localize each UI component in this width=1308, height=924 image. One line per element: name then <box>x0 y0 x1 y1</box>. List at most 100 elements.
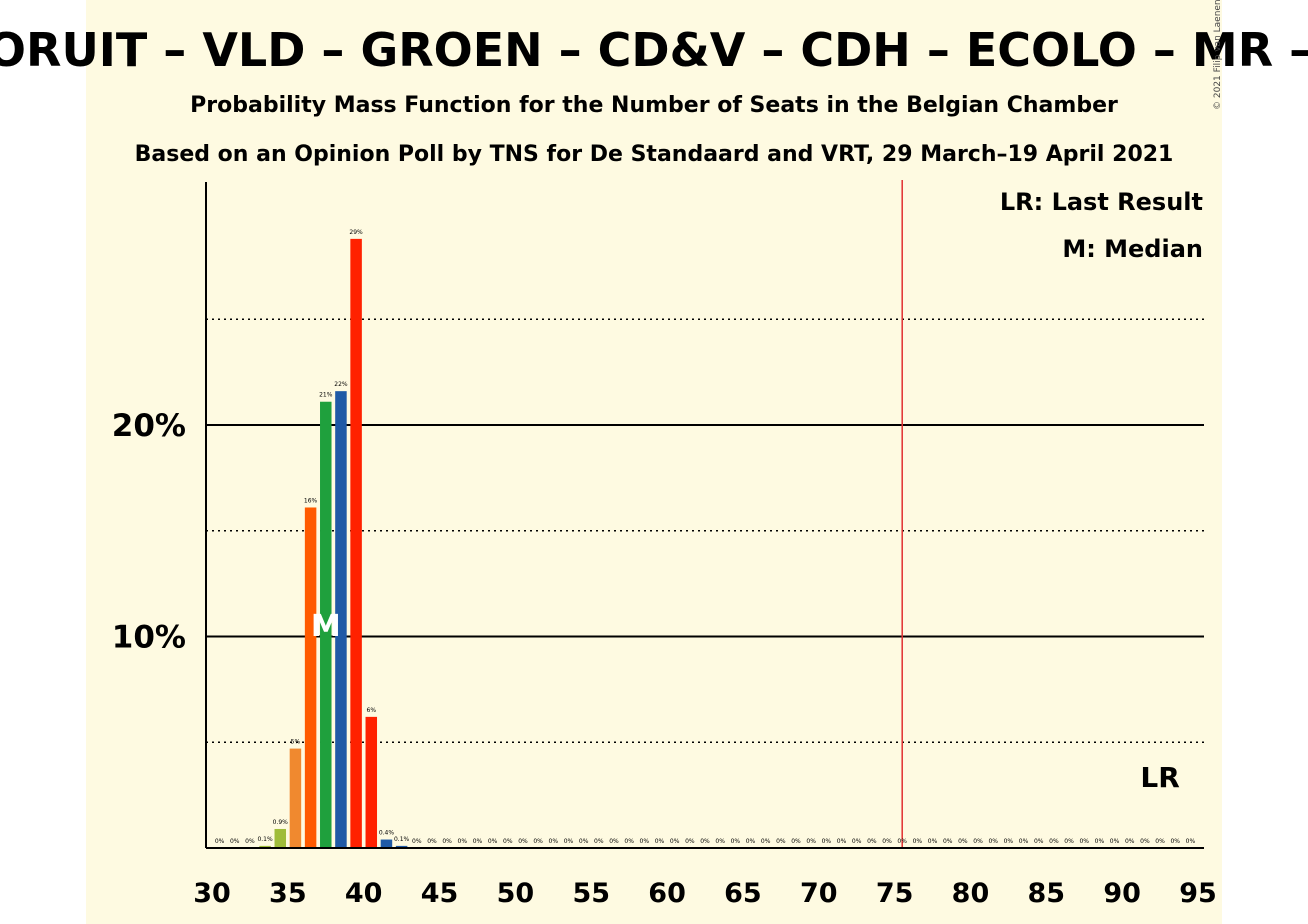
data-label-75: 0% <box>882 838 892 845</box>
data-label-47: 0% <box>458 838 468 845</box>
data-label-39: 22% <box>334 381 348 388</box>
x-tick-80: 80 <box>952 878 990 909</box>
data-label-71: 0% <box>822 838 832 845</box>
bar-34 <box>259 845 271 848</box>
y-tick-20: 20% <box>112 408 186 444</box>
data-label-36: 5% <box>291 739 301 746</box>
data-label-34: 0.1% <box>257 836 273 843</box>
data-label-38: 21% <box>319 392 333 399</box>
data-label-54: 0% <box>564 838 574 845</box>
data-label-62: 0% <box>685 838 695 845</box>
data-label-92: 0% <box>1140 838 1150 845</box>
data-label-72: 0% <box>837 838 847 845</box>
data-label-45: 0% <box>427 838 437 845</box>
data-label-78: 0% <box>928 838 938 845</box>
x-tick-85: 85 <box>1028 878 1066 909</box>
chart-title: VOORUIT – VLD – GROEN – CD&V – CDH – ECO… <box>0 23 1308 77</box>
data-label-46: 0% <box>442 838 452 845</box>
data-label-61: 0% <box>670 838 680 845</box>
copyright-notice: © 2021 Filip van Laenen <box>1213 0 1223 110</box>
data-label-63: 0% <box>700 838 710 845</box>
data-label-91: 0% <box>1125 838 1135 845</box>
x-tick-75: 75 <box>876 878 914 909</box>
data-label-68: 0% <box>776 838 786 845</box>
bar-39 <box>335 391 347 848</box>
data-label-88: 0% <box>1079 838 1089 845</box>
bar-35 <box>274 828 287 848</box>
data-label-84: 0% <box>1019 838 1029 845</box>
data-label-89: 0% <box>1095 838 1105 845</box>
x-tick-65: 65 <box>724 878 762 909</box>
data-label-81: 0% <box>973 838 983 845</box>
data-label-83: 0% <box>1004 838 1014 845</box>
x-tick-60: 60 <box>648 878 686 909</box>
data-label-52: 0% <box>533 838 543 845</box>
data-label-50: 0% <box>503 838 513 845</box>
data-label-60: 0% <box>655 838 665 845</box>
data-label-49: 0% <box>488 838 498 845</box>
legend-median: M: Median <box>1062 235 1203 263</box>
data-label-32: 0% <box>230 838 240 845</box>
gridlines <box>206 318 1204 743</box>
data-label-85: 0% <box>1034 838 1044 845</box>
data-label-53: 0% <box>549 838 559 845</box>
data-label-31: 0% <box>215 838 225 845</box>
x-tick-90: 90 <box>1103 878 1141 909</box>
data-label-64: 0% <box>715 838 725 845</box>
data-label-57: 0% <box>609 838 619 845</box>
data-label-59: 0% <box>640 838 650 845</box>
data-labels: 0% 0% 0% 0.1%0.9%5%16%21%22%29%6%0.4%0.1% 0%… <box>215 229 1196 845</box>
x-tick-40: 40 <box>345 878 383 909</box>
data-label-70: 0% <box>806 838 816 845</box>
data-label-80: 0% <box>958 838 968 845</box>
data-label-86: 0% <box>1049 838 1059 845</box>
data-label-76: 0% <box>897 838 907 845</box>
data-label-48: 0% <box>473 838 483 845</box>
bar-36 <box>289 748 302 848</box>
data-label-93: 0% <box>1155 838 1165 845</box>
x-tick-70: 70 <box>800 878 838 909</box>
data-label-95: 0% <box>1186 838 1196 845</box>
chart-subtitle-poll: Based on an Opinion Poll by TNS for De S… <box>135 142 1174 167</box>
markers: M LR <box>311 609 1180 794</box>
data-label-69: 0% <box>791 838 801 845</box>
data-label-94: 0% <box>1170 838 1180 845</box>
data-label-44: 0% <box>412 838 422 845</box>
x-tick-50: 50 <box>497 878 535 909</box>
x-tick-95: 95 <box>1179 878 1217 909</box>
data-label-67: 0% <box>761 838 771 845</box>
bar-37 <box>304 507 317 848</box>
data-label-51: 0% <box>518 838 528 845</box>
data-label-42: 0.4% <box>379 830 395 837</box>
data-label-41: 6% <box>367 707 377 714</box>
x-tick-45: 45 <box>421 878 459 909</box>
axes <box>205 182 1204 849</box>
legend-last-result: LR: Last Result <box>1000 188 1203 216</box>
last-result-marker: LR <box>1140 761 1179 794</box>
data-label-56: 0% <box>594 838 604 845</box>
data-label-87: 0% <box>1064 838 1074 845</box>
bar-40 <box>350 238 362 848</box>
chart-background <box>86 0 1222 924</box>
tick-labels: 10% 20% 30 35 40 45 50 55 60 65 70 75 80 85 90 95 <box>112 408 1217 909</box>
x-tick-55: 55 <box>572 878 610 909</box>
bar-38 <box>320 401 332 848</box>
data-label-82: 0% <box>988 838 998 845</box>
data-label-55: 0% <box>579 838 589 845</box>
data-label-37: 16% <box>304 497 318 504</box>
x-tick-35: 35 <box>269 878 307 909</box>
data-label-66: 0% <box>746 838 756 845</box>
bar-42 <box>380 839 393 848</box>
data-label-35: 0.9% <box>273 819 289 826</box>
data-label-74: 0% <box>867 838 877 845</box>
median-marker: M <box>311 609 341 644</box>
data-label-65: 0% <box>731 838 741 845</box>
bar-41 <box>365 716 378 848</box>
data-label-33: 0% <box>245 838 255 845</box>
data-label-77: 0% <box>913 838 923 845</box>
data-label-73: 0% <box>852 838 862 845</box>
data-label-58: 0% <box>624 838 634 845</box>
bar-43 <box>395 845 408 848</box>
data-label-43: 0.1% <box>394 836 410 843</box>
